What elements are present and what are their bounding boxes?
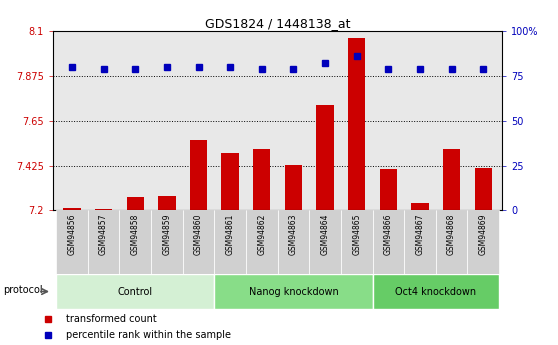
Text: GSM94863: GSM94863 xyxy=(289,214,298,255)
Title: GDS1824 / 1448138_at: GDS1824 / 1448138_at xyxy=(205,17,350,30)
Bar xyxy=(443,149,460,210)
Text: GSM94869: GSM94869 xyxy=(479,214,488,255)
Text: Oct4 knockdown: Oct4 knockdown xyxy=(395,287,477,296)
Text: GSM94861: GSM94861 xyxy=(225,214,235,255)
Text: Nanog knockdown: Nanog knockdown xyxy=(248,287,338,296)
Bar xyxy=(222,153,239,210)
FancyBboxPatch shape xyxy=(341,210,373,274)
FancyBboxPatch shape xyxy=(56,274,214,309)
Text: GSM94858: GSM94858 xyxy=(131,214,140,255)
Text: GSM94862: GSM94862 xyxy=(257,214,266,255)
Bar xyxy=(379,169,397,210)
Bar xyxy=(474,168,492,210)
FancyBboxPatch shape xyxy=(182,210,214,274)
Bar xyxy=(253,149,271,210)
Bar xyxy=(158,197,176,210)
Text: protocol: protocol xyxy=(3,285,42,295)
FancyBboxPatch shape xyxy=(373,210,404,274)
Text: Control: Control xyxy=(118,287,153,296)
Bar xyxy=(285,165,302,210)
Bar xyxy=(316,105,334,210)
Text: percentile rank within the sample: percentile rank within the sample xyxy=(66,330,230,340)
FancyBboxPatch shape xyxy=(309,210,341,274)
Text: GSM94857: GSM94857 xyxy=(99,214,108,255)
Text: GSM94868: GSM94868 xyxy=(447,214,456,255)
FancyBboxPatch shape xyxy=(56,210,88,274)
Text: GSM94867: GSM94867 xyxy=(416,214,425,255)
Bar xyxy=(127,197,144,210)
FancyBboxPatch shape xyxy=(404,210,436,274)
Text: GSM94860: GSM94860 xyxy=(194,214,203,255)
Text: GSM94864: GSM94864 xyxy=(320,214,330,255)
Text: transformed count: transformed count xyxy=(66,314,156,324)
Bar xyxy=(63,208,81,210)
FancyBboxPatch shape xyxy=(214,210,246,274)
Bar xyxy=(411,204,429,210)
FancyBboxPatch shape xyxy=(278,210,309,274)
Text: GSM94866: GSM94866 xyxy=(384,214,393,255)
FancyBboxPatch shape xyxy=(88,210,119,274)
FancyBboxPatch shape xyxy=(246,210,278,274)
Bar xyxy=(95,209,112,210)
Text: GSM94859: GSM94859 xyxy=(162,214,171,255)
FancyBboxPatch shape xyxy=(151,210,182,274)
FancyBboxPatch shape xyxy=(119,210,151,274)
Text: GSM94856: GSM94856 xyxy=(68,214,76,255)
FancyBboxPatch shape xyxy=(214,274,373,309)
FancyBboxPatch shape xyxy=(436,210,468,274)
FancyBboxPatch shape xyxy=(373,274,499,309)
Bar xyxy=(348,38,365,210)
Bar xyxy=(190,140,207,210)
Text: GSM94865: GSM94865 xyxy=(352,214,361,255)
FancyBboxPatch shape xyxy=(468,210,499,274)
